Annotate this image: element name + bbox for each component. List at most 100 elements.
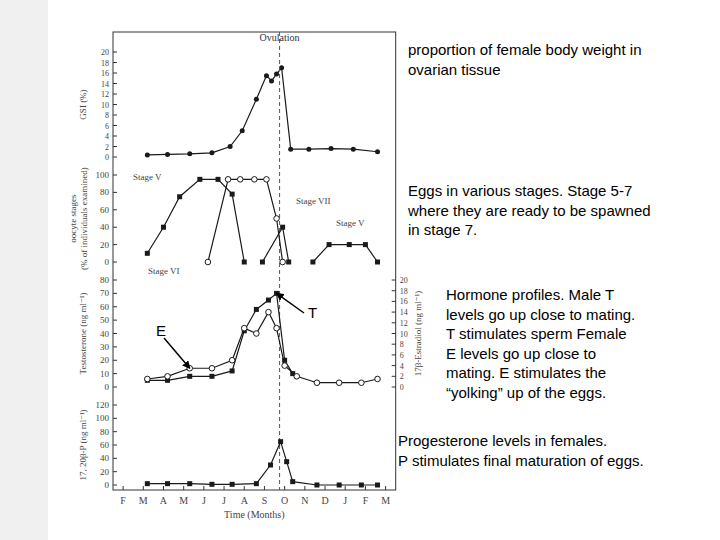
x-tick-label: F xyxy=(363,495,369,506)
y-axis-label: (% of individuals examined) xyxy=(79,167,89,270)
y2-tick xyxy=(392,387,396,388)
y-tick xyxy=(113,360,117,361)
caption: E levels go up close to xyxy=(446,345,596,362)
y-tick xyxy=(113,104,117,105)
y-tick xyxy=(113,280,117,281)
y2-tick-label: 10 xyxy=(400,330,408,339)
marker xyxy=(327,242,332,247)
data-group xyxy=(145,439,380,487)
caption: proportion of female body weight in xyxy=(408,41,641,58)
x-tick xyxy=(325,486,326,490)
caption: P stimulates final maturation of eggs. xyxy=(398,452,644,469)
marker xyxy=(282,363,288,369)
marker xyxy=(230,192,235,197)
marker xyxy=(375,149,380,154)
y-tick-label: 60 xyxy=(100,302,110,312)
marker xyxy=(288,147,293,152)
x-tick-label: D xyxy=(321,495,328,506)
x-tick-label: S xyxy=(262,495,268,506)
y-tick-label: 40 xyxy=(100,453,110,463)
series-line xyxy=(208,179,283,262)
x-tick-label: N xyxy=(301,495,308,506)
x-tick xyxy=(244,486,245,490)
marker xyxy=(254,331,260,337)
y-axis-label: GSI (%) xyxy=(78,89,88,119)
y-tick-label: 4 xyxy=(105,132,109,141)
x-tick-label: O xyxy=(281,495,288,506)
data-group xyxy=(145,291,381,386)
marker xyxy=(268,463,273,468)
y-tick xyxy=(113,471,117,472)
marker xyxy=(230,482,235,487)
marker xyxy=(187,151,192,156)
y-tick-label: 14 xyxy=(101,80,109,89)
marker xyxy=(209,365,215,371)
y2-tick xyxy=(392,301,396,302)
y-tick xyxy=(113,306,117,307)
y2-tick-label: 16 xyxy=(400,297,408,306)
series-line xyxy=(147,68,377,155)
y2-axis-label: 17β-Estradiol (ng ml⁻¹) xyxy=(413,291,423,377)
marker xyxy=(187,481,192,486)
data-group xyxy=(145,65,380,157)
y-tick-label: 6 xyxy=(105,122,109,131)
marker xyxy=(286,260,291,265)
y-tick xyxy=(113,83,117,84)
y2-tick-label: 4 xyxy=(400,362,404,371)
x-tick-label: M xyxy=(139,495,148,506)
marker xyxy=(209,374,214,379)
x-tick-label: M xyxy=(381,495,390,506)
marker xyxy=(197,177,202,182)
caption: T stimulates sperm Female xyxy=(446,325,627,342)
y-tick-label: 8 xyxy=(105,111,109,120)
y-tick xyxy=(113,94,117,95)
marker xyxy=(237,177,243,183)
x-tick-label: J xyxy=(343,495,347,506)
y2-tick xyxy=(392,290,396,291)
y-tick-label: 80 xyxy=(100,275,110,285)
y-tick-label: 2 xyxy=(105,143,109,152)
marker xyxy=(252,177,258,183)
panel: 020406080100oocyte stages(% of individua… xyxy=(68,167,651,276)
y-tick xyxy=(113,346,117,347)
series-line xyxy=(147,312,377,383)
panel: 02040608010012017, 20β-P (ng ml⁻¹)Proges… xyxy=(78,400,644,521)
annotation: Ovulation xyxy=(260,32,300,43)
x-tick xyxy=(143,486,144,490)
caption: “yolking” up of the eggs. xyxy=(446,384,606,401)
marker xyxy=(359,380,365,386)
y2-tick xyxy=(392,344,396,345)
marker xyxy=(284,459,289,464)
caption: Eggs in various stages. Stage 5-7 xyxy=(408,182,632,199)
y-tick xyxy=(113,387,117,388)
marker xyxy=(314,380,320,386)
x-tick-label: J xyxy=(202,495,206,506)
y-tick-label: 0 xyxy=(105,257,110,267)
marker xyxy=(145,251,150,256)
marker xyxy=(165,152,170,157)
y-tick-label: 80 xyxy=(100,427,110,437)
marker xyxy=(229,357,235,363)
marker xyxy=(280,259,286,265)
y-tick xyxy=(113,485,117,486)
marker xyxy=(240,128,245,133)
y-tick xyxy=(113,431,117,432)
y2-tick xyxy=(392,312,396,313)
y-tick-label: 0 xyxy=(105,382,110,392)
x-tick xyxy=(163,486,164,490)
y-tick xyxy=(113,373,117,374)
y-tick xyxy=(113,227,117,228)
marker xyxy=(363,242,368,247)
y-tick xyxy=(113,62,117,63)
marker xyxy=(306,147,311,152)
y-tick-label: 60 xyxy=(100,205,110,215)
y-tick-label: 120 xyxy=(96,400,110,410)
y-tick xyxy=(113,244,117,245)
x-tick xyxy=(345,486,346,490)
marker xyxy=(294,374,300,380)
marker xyxy=(254,307,259,312)
marker xyxy=(209,482,214,487)
panel: 01020304050607080Testosterone (ng ml⁻¹)0… xyxy=(78,275,635,401)
y-tick xyxy=(113,418,117,419)
marker xyxy=(329,146,334,151)
